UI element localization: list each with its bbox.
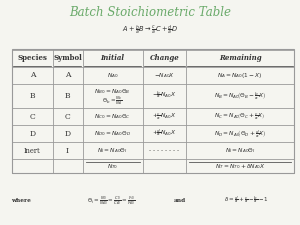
Text: where: where [11,198,31,203]
Text: $N_T = N_{T0} + \delta N_{A0}X$: $N_T = N_{T0} + \delta N_{A0}X$ [214,162,266,171]
Text: $\Theta_b = \frac{N_b}{N_A}$: $\Theta_b = \frac{N_b}{N_A}$ [102,94,123,107]
Text: Symbol: Symbol [53,54,82,62]
Text: A: A [65,71,70,79]
Text: $N_{B0} = N_{A0}\Theta_B$: $N_{B0} = N_{A0}\Theta_B$ [94,87,131,96]
Text: A: A [30,71,35,79]
Text: I: I [66,147,69,155]
Text: D: D [29,130,35,138]
Text: - - - - - - - -: - - - - - - - - [149,148,179,153]
Text: B: B [30,92,35,100]
Text: $+\frac{c}{a}N_{A0}X$: $+\frac{c}{a}N_{A0}X$ [152,112,176,122]
Text: Initial: Initial [100,54,124,62]
Text: D: D [64,130,70,138]
Text: $\Theta_i = \frac{N_{i0}}{N_{A0}} = \frac{C_{i0}}{C_{A0}} = \frac{y_{i0}}{y_{A0}: $\Theta_i = \frac{N_{i0}}{N_{A0}} = \fra… [87,194,135,207]
Text: Inert: Inert [24,147,41,155]
Text: Batch Stoichiometric Table: Batch Stoichiometric Table [69,6,231,19]
Text: $N_A = N_{A0}(1-X)$: $N_A = N_{A0}(1-X)$ [217,71,263,80]
Text: $\delta = \frac{d}{a} + \frac{c}{a} - \frac{b}{a} - 1$: $\delta = \frac{d}{a} + \frac{c}{a} - \f… [224,195,268,206]
Text: $N_{C0} = N_{A0}\Theta_C$: $N_{C0} = N_{A0}\Theta_C$ [94,112,131,121]
Text: $N_I = N_{A0}\Theta_I$: $N_I = N_{A0}\Theta_I$ [225,146,255,155]
Text: $N_D = N_{A0}\!\left(\Theta_D + \frac{d}{a}X\right)$: $N_D = N_{A0}\!\left(\Theta_D + \frac{d}… [214,128,266,139]
Text: Change: Change [149,54,179,62]
Text: $N_B = N_{A0}\!\left(\Theta_B - \frac{b}{a}X\right)$: $N_B = N_{A0}\!\left(\Theta_B - \frac{b}… [214,90,266,101]
Bar [12,50,294,173]
Text: Remaining: Remaining [219,54,261,62]
Text: $N_{D0} = N_{A0}\Theta_D$: $N_{D0} = N_{A0}\Theta_D$ [94,129,131,138]
Text: Species: Species [17,54,47,62]
Text: $-N_{A0}X$: $-N_{A0}X$ [154,71,175,80]
Text: $A + \frac{b}{a}B \rightarrow \frac{c}{a}C + \frac{d}{a}D$: $A + \frac{b}{a}B \rightarrow \frac{c}{a… [122,24,178,37]
Text: $-\frac{b}{a}N_{A0}X$: $-\frac{b}{a}N_{A0}X$ [152,90,177,101]
Text: C: C [29,112,35,121]
Text: $N_{T0}$: $N_{T0}$ [107,162,118,171]
Text: B: B [65,92,70,100]
Text: $+\frac{d}{a}N_{A0}X$: $+\frac{d}{a}N_{A0}X$ [152,128,177,139]
Text: C: C [64,112,70,121]
Text: and: and [174,198,186,203]
Text: $N_I = N_{A0}\Theta_I$: $N_I = N_{A0}\Theta_I$ [97,146,128,155]
Text: $N_C = N_{A0}\!\left(\Theta_C + \frac{c}{a}X\right)$: $N_C = N_{A0}\!\left(\Theta_C + \frac{c}… [214,112,266,122]
Text: $N_{A0}$: $N_{A0}$ [107,71,118,80]
